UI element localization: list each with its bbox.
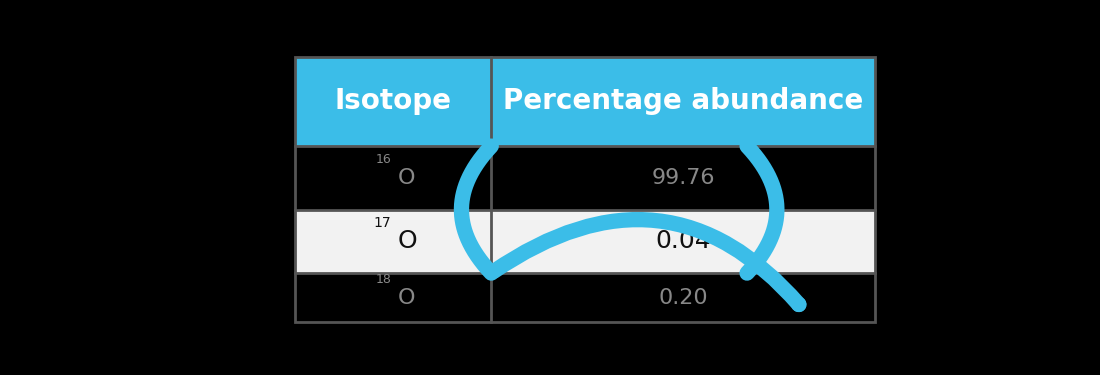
Text: 0.20: 0.20 [658,288,708,308]
Text: 0.04: 0.04 [656,230,711,254]
FancyArrowPatch shape [494,220,799,304]
Text: O: O [397,230,417,254]
Text: 17: 17 [374,216,392,230]
Bar [295,273,874,322]
Text: 99.76: 99.76 [651,168,715,188]
Text: 16: 16 [376,153,392,166]
Bar [295,57,874,146]
Text: 18: 18 [376,273,392,286]
Text: O: O [397,288,415,308]
Bar [295,146,874,210]
Text: Percentage abundance: Percentage abundance [503,87,864,115]
Text: Isotope: Isotope [334,87,452,115]
Bar [295,210,874,273]
Text: O: O [397,168,415,188]
Bar [295,57,874,322]
